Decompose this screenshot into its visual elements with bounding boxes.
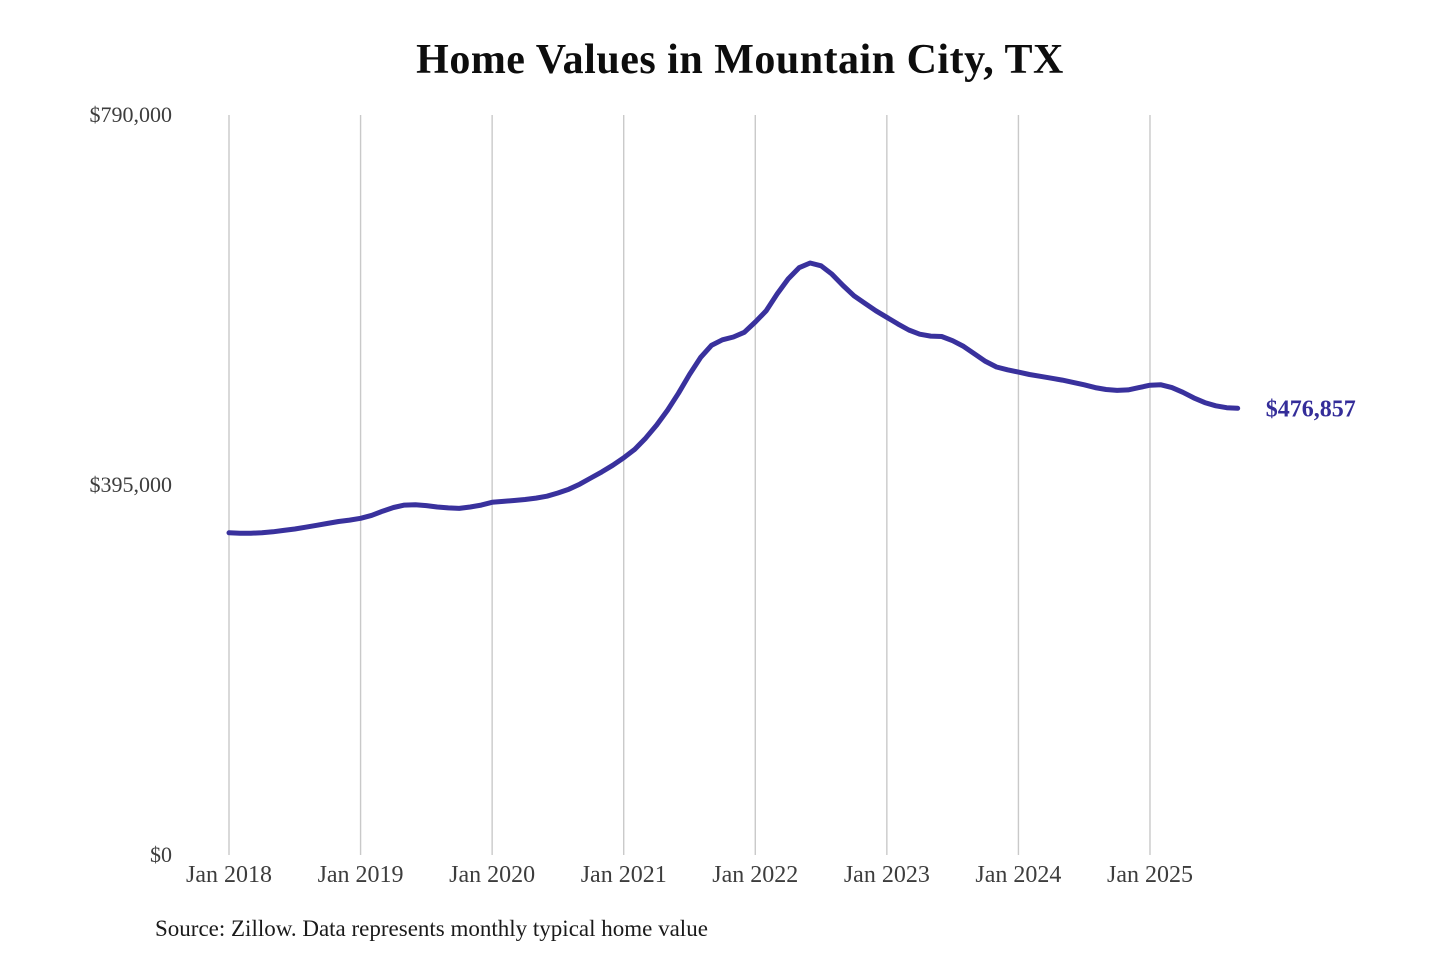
home-value-line (226, 260, 1241, 536)
x-tick-label-jan-2020: Jan 2020 (449, 862, 535, 888)
y-tick-label--0: $0 (150, 842, 172, 867)
x-tick-label-jan-2021: Jan 2021 (581, 862, 667, 888)
latest-value-label: $476,857 (1266, 396, 1356, 422)
source-note: Source: Zillow. Data represents monthly … (155, 916, 708, 941)
x-tick-label-jan-2023: Jan 2023 (844, 862, 930, 888)
chart-title: Home Values in Mountain City, TX (416, 37, 1064, 83)
x-tick-label-jan-2019: Jan 2019 (318, 862, 404, 888)
y-tick-label--395-000: $395,000 (90, 472, 173, 497)
x-tick-label-jan-2022: Jan 2022 (712, 862, 798, 888)
x-tick-label-jan-2025: Jan 2025 (1107, 862, 1193, 888)
x-tick-label-jan-2024: Jan 2024 (975, 862, 1061, 888)
y-tick-label--790-000: $790,000 (90, 102, 173, 127)
x-tick-label-jan-2018: Jan 2018 (186, 862, 272, 888)
